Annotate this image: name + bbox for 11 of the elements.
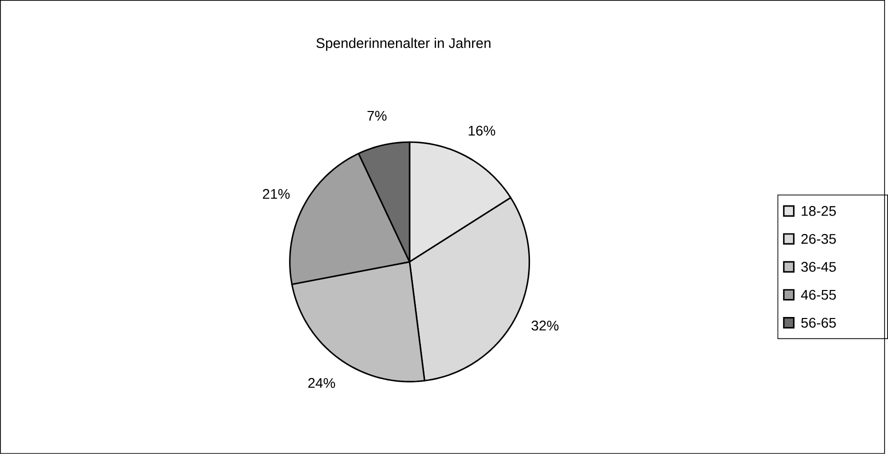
legend-label: 36-45 — [801, 262, 836, 272]
data-label: 32% — [532, 320, 558, 331]
data-label: 7% — [368, 110, 387, 121]
legend-label: 26-35 — [801, 234, 836, 244]
legend-label: 46-55 — [801, 290, 836, 300]
data-label: 24% — [308, 378, 336, 388]
chart-title: Spenderinnenalter in Jahren — [316, 38, 490, 51]
data-label: 16% — [468, 126, 496, 136]
legend-label: 56-65 — [801, 318, 836, 328]
legend-label: 18-25 — [802, 206, 836, 216]
data-label: 21% — [262, 189, 290, 199]
